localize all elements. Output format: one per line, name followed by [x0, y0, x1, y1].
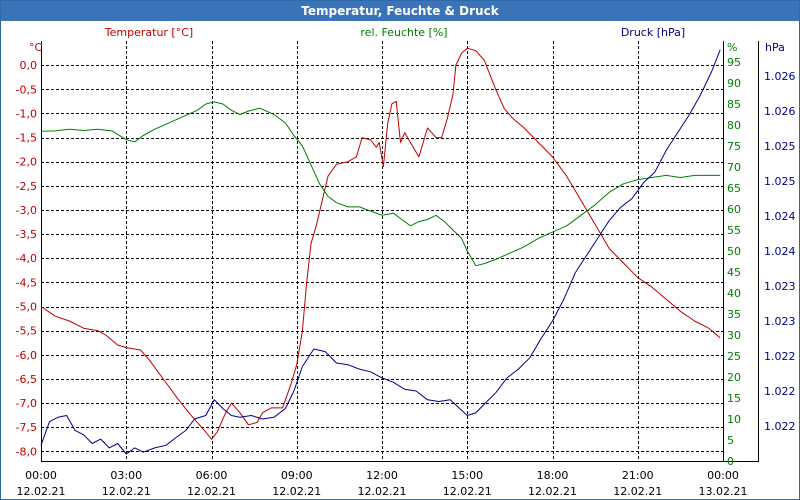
x-tick-time: 00:00	[707, 469, 739, 482]
temperature-tick-label: -7,0	[16, 397, 37, 410]
series-line-pressure	[40, 49, 721, 455]
humidity-tick-label: 85	[727, 98, 741, 111]
x-tick-date: 12.02.21	[102, 485, 151, 498]
humidity-tick-label: 20	[727, 371, 741, 384]
legend-pressure: Druck [hPa]	[621, 26, 685, 39]
temperature-tick-label: -0,5	[16, 83, 37, 96]
humidity-tick-label: 80	[727, 119, 741, 132]
x-tick-time: 03:00	[110, 469, 142, 482]
x-tick-time: 09:00	[281, 469, 313, 482]
humidity-tick-label: 90	[727, 77, 741, 90]
temperature-tick-label: -7,5	[16, 421, 37, 434]
x-tick-time: 06:00	[196, 469, 228, 482]
x-tick-time: 15:00	[451, 469, 483, 482]
x-tick-date: 12.02.21	[272, 485, 321, 498]
temperature-tick-label: -6,5	[16, 373, 37, 386]
series-line-temperature	[40, 47, 721, 440]
x-tick-date: 12.02.21	[528, 485, 577, 498]
pressure-tick-label: 1.024	[764, 210, 796, 223]
x-tick-date: 12.02.21	[443, 485, 492, 498]
humidity-tick-label: 25	[727, 350, 741, 363]
x-tick-time: 00:00	[25, 469, 57, 482]
x-tick-date: 13.02.21	[699, 485, 748, 498]
temperature-tick-label: -1,0	[16, 107, 37, 120]
window-title: Temperatur, Feuchte & Druck	[1, 1, 799, 21]
pressure-tick-label: 1.022	[764, 385, 796, 398]
humidity-tick-label: 95	[727, 56, 741, 69]
x-tick-date: 12.02.21	[17, 485, 66, 498]
pressure-tick-label: 1.023	[764, 315, 796, 328]
temperature-tick-label: -1,5	[16, 132, 37, 145]
pressure-tick-label: 1.026	[764, 70, 796, 83]
temperature-tick-label: -3,0	[16, 204, 37, 217]
pressure-tick-label: 1.022	[764, 350, 796, 363]
legend-humidity: rel. Feuchte [%]	[360, 26, 447, 39]
x-tick-time: 21:00	[622, 469, 654, 482]
temperature-tick-label: -2,5	[16, 180, 37, 193]
humidity-tick-label: 70	[727, 161, 741, 174]
series-line-humidity	[40, 101, 721, 267]
pressure-tick-label: 1.025	[764, 140, 796, 153]
pressure-tick-label: 1.022	[764, 420, 796, 433]
x-tick-time: 18:00	[537, 469, 569, 482]
humidity-tick-label: 55	[727, 224, 741, 237]
chart-canvas: 0,0 -0,5 -1,0 -1,5 -2,0 -2,5 -3,0 -3,5 -4,0 -4,5 -…	[16, 26, 796, 498]
humidity-tick-label: 45	[727, 266, 741, 279]
humidity-tick-label: 75	[727, 140, 741, 153]
humidity-unit-label: %	[727, 41, 737, 54]
pressure-unit-label: hPa	[765, 41, 785, 54]
temperature-tick-label: -3,5	[16, 228, 37, 241]
temperature-tick-label: 0,0	[20, 59, 38, 72]
temperature-tick-label: -8,0	[16, 445, 37, 458]
humidity-tick-label: 40	[727, 287, 741, 300]
temperature-tick-label: -2,0	[16, 156, 37, 169]
humidity-tick-label: 0	[727, 455, 734, 468]
temperature-tick-label: -5,0	[16, 301, 37, 314]
humidity-tick-label: 65	[727, 182, 741, 195]
humidity-tick-label: 50	[727, 245, 741, 258]
humidity-tick-label: 15	[727, 392, 741, 405]
legend-temperature: Temperatur [°C]	[104, 26, 193, 39]
temperature-tick-label: -4,5	[16, 276, 37, 289]
pressure-tick-label: 1.024	[764, 245, 796, 258]
humidity-tick-label: 10	[727, 413, 741, 426]
temperature-unit-label: °C	[29, 41, 43, 54]
x-tick-time: 12:00	[366, 469, 398, 482]
pressure-tick-label: 1.023	[764, 280, 796, 293]
humidity-tick-label: 35	[727, 308, 741, 321]
temperature-tick-label: -5,5	[16, 325, 37, 338]
humidity-tick-label: 5	[727, 434, 734, 447]
humidity-tick-label: 60	[727, 203, 741, 216]
x-tick-date: 12.02.21	[358, 485, 407, 498]
temperature-tick-label: -4,0	[16, 252, 37, 265]
pressure-tick-label: 1.026	[764, 105, 796, 118]
x-tick-date: 12.02.21	[187, 485, 236, 498]
x-tick-date: 12.02.21	[613, 485, 662, 498]
pressure-tick-label: 1.025	[764, 175, 796, 188]
temperature-tick-label: -6,0	[16, 349, 37, 362]
humidity-tick-label: 30	[727, 329, 741, 342]
